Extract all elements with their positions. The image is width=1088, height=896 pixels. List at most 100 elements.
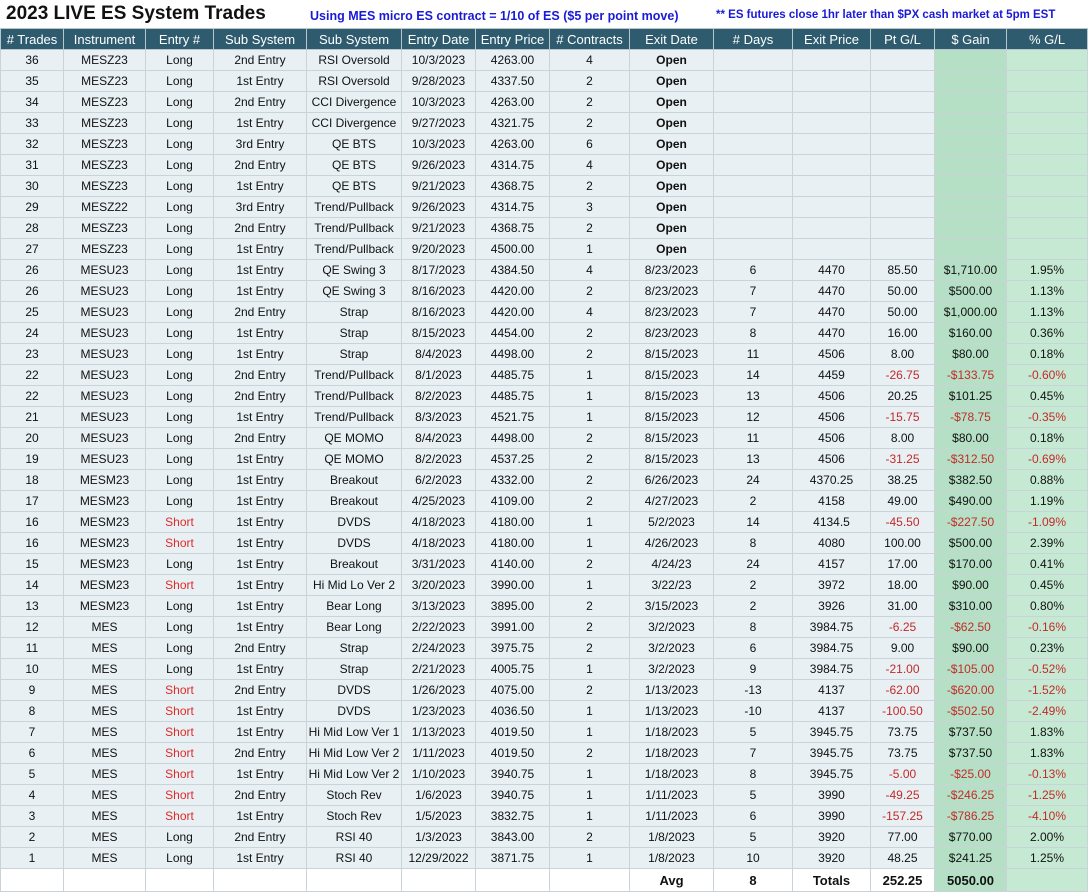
cell-sub-system-name[interactable]: DVDS [306, 532, 402, 554]
cell-trades[interactable]: 15 [0, 553, 64, 575]
cell-exit-price[interactable]: 4080 [792, 532, 871, 554]
footer-cell[interactable] [0, 868, 64, 892]
cell-sub-system[interactable]: 1st Entry [213, 805, 307, 827]
cell-contracts[interactable]: 1 [549, 364, 630, 386]
cell-entry-price[interactable]: 4368.75 [475, 175, 550, 197]
cell-instrument[interactable]: MESU23 [63, 385, 146, 407]
cell-sub-system-name[interactable]: DVDS [306, 679, 402, 701]
footer-cell[interactable] [475, 868, 550, 892]
cell-pt-gl[interactable] [870, 112, 935, 134]
cell-sub-system-name[interactable]: Trend/Pullback [306, 406, 402, 428]
cell-sub-system-name[interactable]: QE MOMO [306, 448, 402, 470]
cell-entry-num[interactable]: Long [145, 658, 214, 680]
cell-sub-system[interactable]: 1st Entry [213, 616, 307, 638]
cell-contracts[interactable]: 1 [549, 406, 630, 428]
cell-entry-num[interactable]: Long [145, 217, 214, 239]
cell-sub-system-name[interactable]: Stoch Rev [306, 784, 402, 806]
cell-sub-system-name[interactable]: Strap [306, 658, 402, 680]
column-header-exit-price[interactable]: Exit Price [792, 28, 871, 50]
cell-dollar-gain[interactable]: -$312.50 [934, 448, 1007, 470]
cell-trades[interactable]: 17 [0, 490, 64, 512]
cell-entry-date[interactable]: 9/21/2023 [401, 217, 476, 239]
cell-contracts[interactable]: 6 [549, 133, 630, 155]
cell-contracts[interactable]: 2 [549, 637, 630, 659]
cell-contracts[interactable]: 4 [549, 259, 630, 281]
cell-sub-system[interactable]: 2nd Entry [213, 154, 307, 176]
cell-entry-date[interactable]: 1/23/2023 [401, 700, 476, 722]
cell-entry-num[interactable]: Short [145, 784, 214, 806]
cell-entry-price[interactable]: 3843.00 [475, 826, 550, 848]
cell-entry-date[interactable]: 2/24/2023 [401, 637, 476, 659]
column-header-entry-num[interactable]: Entry # [145, 28, 214, 50]
cell-instrument[interactable]: MESU23 [63, 259, 146, 281]
cell-exit-price[interactable] [792, 112, 871, 134]
cell-entry-price[interactable]: 4332.00 [475, 469, 550, 491]
cell-days[interactable]: 2 [713, 574, 793, 596]
cell-sub-system[interactable]: 1st Entry [213, 511, 307, 533]
cell-sub-system[interactable]: 1st Entry [213, 112, 307, 134]
cell-dollar-gain[interactable] [934, 112, 1007, 134]
cell-instrument[interactable]: MES [63, 721, 146, 743]
cell-exit-price[interactable]: 4506 [792, 427, 871, 449]
cell-days[interactable]: -10 [713, 700, 793, 722]
cell-dollar-gain[interactable]: $90.00 [934, 637, 1007, 659]
cell-pt-gl[interactable]: 31.00 [870, 595, 935, 617]
cell-days[interactable]: 10 [713, 847, 793, 869]
cell-instrument[interactable]: MES [63, 637, 146, 659]
cell-dollar-gain[interactable]: $80.00 [934, 427, 1007, 449]
cell-entry-num[interactable]: Long [145, 322, 214, 344]
cell-dollar-gain[interactable] [934, 154, 1007, 176]
cell-pct-gl[interactable]: -0.60% [1006, 364, 1088, 386]
footer-cell[interactable] [549, 868, 630, 892]
cell-instrument[interactable]: MESU23 [63, 322, 146, 344]
cell-sub-system[interactable]: 2nd Entry [213, 679, 307, 701]
avg-label[interactable]: Avg [629, 868, 714, 892]
cell-exit-price[interactable]: 4370.25 [792, 469, 871, 491]
cell-pt-gl[interactable]: 18.00 [870, 574, 935, 596]
cell-entry-num[interactable]: Long [145, 490, 214, 512]
cell-dollar-gain[interactable] [934, 70, 1007, 92]
cell-sub-system[interactable]: 1st Entry [213, 595, 307, 617]
cell-trades[interactable]: 36 [0, 49, 64, 71]
cell-pct-gl[interactable] [1006, 49, 1088, 71]
cell-pt-gl[interactable]: 20.25 [870, 385, 935, 407]
cell-pct-gl[interactable]: 1.25% [1006, 847, 1088, 869]
cell-pct-gl[interactable]: -0.16% [1006, 616, 1088, 638]
cell-dollar-gain[interactable]: -$78.75 [934, 406, 1007, 428]
cell-sub-system-name[interactable]: QE BTS [306, 133, 402, 155]
cell-exit-date[interactable]: Open [629, 217, 714, 239]
cell-entry-date[interactable]: 10/3/2023 [401, 133, 476, 155]
cell-sub-system[interactable]: 1st Entry [213, 238, 307, 260]
cell-entry-price[interactable]: 4485.75 [475, 385, 550, 407]
cell-trades[interactable]: 23 [0, 343, 64, 365]
cell-instrument[interactable]: MESZ23 [63, 238, 146, 260]
cell-entry-price[interactable]: 4321.75 [475, 112, 550, 134]
cell-exit-price[interactable] [792, 175, 871, 197]
cell-entry-date[interactable]: 1/26/2023 [401, 679, 476, 701]
cell-exit-date[interactable]: 1/18/2023 [629, 742, 714, 764]
cell-dollar-gain[interactable]: -$620.00 [934, 679, 1007, 701]
cell-sub-system-name[interactable]: QE Swing 3 [306, 259, 402, 281]
cell-entry-num[interactable]: Short [145, 763, 214, 785]
cell-contracts[interactable]: 1 [549, 532, 630, 554]
cell-trades[interactable]: 5 [0, 763, 64, 785]
cell-contracts[interactable]: 1 [549, 805, 630, 827]
footer-cell[interactable] [213, 868, 307, 892]
cell-days[interactable]: 8 [713, 322, 793, 344]
column-header-entry-price[interactable]: Entry Price [475, 28, 550, 50]
cell-pct-gl[interactable] [1006, 217, 1088, 239]
cell-entry-num[interactable]: Long [145, 196, 214, 218]
cell-exit-price[interactable]: 3990 [792, 805, 871, 827]
cell-trades[interactable]: 11 [0, 637, 64, 659]
cell-pct-gl[interactable]: -1.25% [1006, 784, 1088, 806]
cell-exit-date[interactable]: Open [629, 91, 714, 113]
cell-exit-date[interactable]: 5/2/2023 [629, 511, 714, 533]
cell-sub-system[interactable]: 1st Entry [213, 763, 307, 785]
cell-exit-price[interactable]: 4506 [792, 343, 871, 365]
cell-exit-date[interactable]: 4/24/23 [629, 553, 714, 575]
cell-instrument[interactable]: MESM23 [63, 490, 146, 512]
cell-exit-date[interactable]: 8/23/2023 [629, 259, 714, 281]
cell-contracts[interactable]: 2 [549, 469, 630, 491]
cell-pct-gl[interactable]: 0.36% [1006, 322, 1088, 344]
cell-entry-num[interactable]: Long [145, 49, 214, 71]
